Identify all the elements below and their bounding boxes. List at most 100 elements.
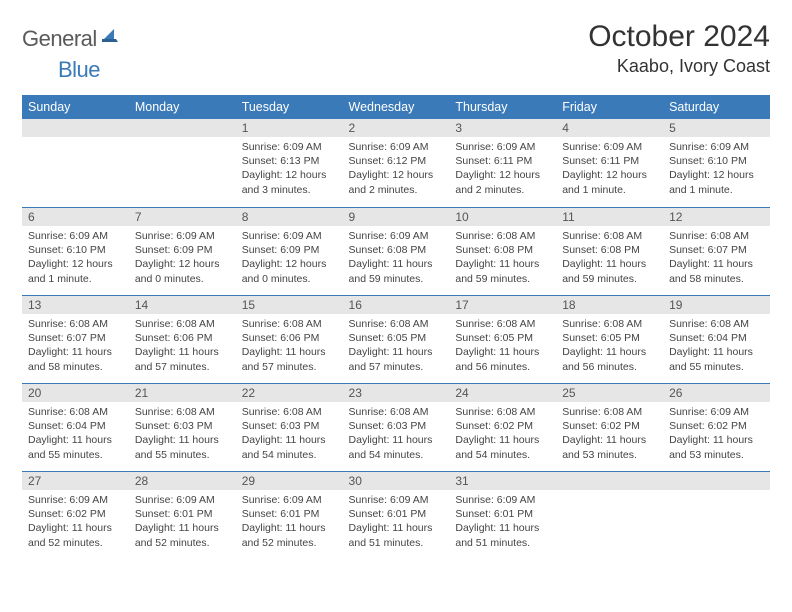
calendar-day: 9Sunrise: 6:09 AMSunset: 6:08 PMDaylight… xyxy=(343,207,450,295)
day-data: Sunrise: 6:08 AMSunset: 6:04 PMDaylight:… xyxy=(22,402,129,468)
day-data: Sunrise: 6:08 AMSunset: 6:07 PMDaylight:… xyxy=(663,226,770,292)
calendar-day: 5Sunrise: 6:09 AMSunset: 6:10 PMDaylight… xyxy=(663,119,770,207)
day-number: 24 xyxy=(449,383,556,402)
day-number: 27 xyxy=(22,471,129,490)
month-title: October 2024 xyxy=(588,20,770,54)
calendar-day: 15Sunrise: 6:08 AMSunset: 6:06 PMDayligh… xyxy=(236,295,343,383)
day-data: Sunrise: 6:09 AMSunset: 6:01 PMDaylight:… xyxy=(343,490,450,556)
calendar-body: 1Sunrise: 6:09 AMSunset: 6:13 PMDaylight… xyxy=(22,119,770,559)
day-number: 2 xyxy=(343,119,450,137)
day-number xyxy=(129,119,236,137)
day-number: 6 xyxy=(22,207,129,226)
calendar-day: 23Sunrise: 6:08 AMSunset: 6:03 PMDayligh… xyxy=(343,383,450,471)
calendar-day: 21Sunrise: 6:08 AMSunset: 6:03 PMDayligh… xyxy=(129,383,236,471)
day-header: Monday xyxy=(129,95,236,119)
calendar-day: 4Sunrise: 6:09 AMSunset: 6:11 PMDaylight… xyxy=(556,119,663,207)
day-number: 20 xyxy=(22,383,129,402)
day-data: Sunrise: 6:08 AMSunset: 6:03 PMDaylight:… xyxy=(236,402,343,468)
calendar-day: 16Sunrise: 6:08 AMSunset: 6:05 PMDayligh… xyxy=(343,295,450,383)
day-number: 3 xyxy=(449,119,556,137)
calendar-day: 31Sunrise: 6:09 AMSunset: 6:01 PMDayligh… xyxy=(449,471,556,559)
calendar-week: 1Sunrise: 6:09 AMSunset: 6:13 PMDaylight… xyxy=(22,119,770,207)
day-number xyxy=(663,471,770,490)
day-data: Sunrise: 6:09 AMSunset: 6:02 PMDaylight:… xyxy=(663,402,770,468)
calendar-day: 29Sunrise: 6:09 AMSunset: 6:01 PMDayligh… xyxy=(236,471,343,559)
day-data: Sunrise: 6:09 AMSunset: 6:08 PMDaylight:… xyxy=(343,226,450,292)
day-header: Tuesday xyxy=(236,95,343,119)
day-number: 8 xyxy=(236,207,343,226)
day-number: 11 xyxy=(556,207,663,226)
day-data: Sunrise: 6:08 AMSunset: 6:05 PMDaylight:… xyxy=(343,314,450,380)
calendar-week: 27Sunrise: 6:09 AMSunset: 6:02 PMDayligh… xyxy=(22,471,770,559)
day-number: 25 xyxy=(556,383,663,402)
day-data: Sunrise: 6:08 AMSunset: 6:02 PMDaylight:… xyxy=(449,402,556,468)
day-data: Sunrise: 6:09 AMSunset: 6:13 PMDaylight:… xyxy=(236,137,343,203)
calendar-day: 3Sunrise: 6:09 AMSunset: 6:11 PMDaylight… xyxy=(449,119,556,207)
calendar-table: SundayMondayTuesdayWednesdayThursdayFrid… xyxy=(22,95,770,559)
day-number: 28 xyxy=(129,471,236,490)
day-data: Sunrise: 6:09 AMSunset: 6:09 PMDaylight:… xyxy=(236,226,343,292)
calendar-day: 8Sunrise: 6:09 AMSunset: 6:09 PMDaylight… xyxy=(236,207,343,295)
day-data: Sunrise: 6:09 AMSunset: 6:12 PMDaylight:… xyxy=(343,137,450,203)
calendar-day: 2Sunrise: 6:09 AMSunset: 6:12 PMDaylight… xyxy=(343,119,450,207)
day-number: 21 xyxy=(129,383,236,402)
calendar-day: 30Sunrise: 6:09 AMSunset: 6:01 PMDayligh… xyxy=(343,471,450,559)
calendar-week: 6Sunrise: 6:09 AMSunset: 6:10 PMDaylight… xyxy=(22,207,770,295)
day-number: 22 xyxy=(236,383,343,402)
day-data: Sunrise: 6:08 AMSunset: 6:08 PMDaylight:… xyxy=(556,226,663,292)
calendar-day: 19Sunrise: 6:08 AMSunset: 6:04 PMDayligh… xyxy=(663,295,770,383)
calendar-day-empty xyxy=(22,119,129,207)
day-data: Sunrise: 6:08 AMSunset: 6:03 PMDaylight:… xyxy=(129,402,236,468)
calendar-day: 18Sunrise: 6:08 AMSunset: 6:05 PMDayligh… xyxy=(556,295,663,383)
day-data: Sunrise: 6:08 AMSunset: 6:06 PMDaylight:… xyxy=(129,314,236,380)
calendar-day: 6Sunrise: 6:09 AMSunset: 6:10 PMDaylight… xyxy=(22,207,129,295)
logo: General xyxy=(22,26,122,52)
day-header: Friday xyxy=(556,95,663,119)
day-number xyxy=(556,471,663,490)
day-data: Sunrise: 6:08 AMSunset: 6:03 PMDaylight:… xyxy=(343,402,450,468)
calendar-day: 17Sunrise: 6:08 AMSunset: 6:05 PMDayligh… xyxy=(449,295,556,383)
calendar-day: 10Sunrise: 6:08 AMSunset: 6:08 PMDayligh… xyxy=(449,207,556,295)
day-data: Sunrise: 6:09 AMSunset: 6:01 PMDaylight:… xyxy=(449,490,556,556)
day-data: Sunrise: 6:08 AMSunset: 6:06 PMDaylight:… xyxy=(236,314,343,380)
day-number: 16 xyxy=(343,295,450,314)
sail-icon xyxy=(100,27,120,48)
logo-text-blue: Blue xyxy=(58,57,100,82)
day-data: Sunrise: 6:09 AMSunset: 6:11 PMDaylight:… xyxy=(556,137,663,203)
day-data: Sunrise: 6:09 AMSunset: 6:02 PMDaylight:… xyxy=(22,490,129,556)
calendar-day: 24Sunrise: 6:08 AMSunset: 6:02 PMDayligh… xyxy=(449,383,556,471)
day-header: Wednesday xyxy=(343,95,450,119)
day-data: Sunrise: 6:08 AMSunset: 6:04 PMDaylight:… xyxy=(663,314,770,380)
day-data: Sunrise: 6:08 AMSunset: 6:07 PMDaylight:… xyxy=(22,314,129,380)
calendar-week: 13Sunrise: 6:08 AMSunset: 6:07 PMDayligh… xyxy=(22,295,770,383)
day-number: 7 xyxy=(129,207,236,226)
day-data: Sunrise: 6:08 AMSunset: 6:05 PMDaylight:… xyxy=(556,314,663,380)
day-number: 23 xyxy=(343,383,450,402)
day-data: Sunrise: 6:09 AMSunset: 6:10 PMDaylight:… xyxy=(22,226,129,292)
day-header: Saturday xyxy=(663,95,770,119)
day-number xyxy=(22,119,129,137)
calendar-day: 22Sunrise: 6:08 AMSunset: 6:03 PMDayligh… xyxy=(236,383,343,471)
logo-text-gray: General xyxy=(22,26,97,52)
day-data: Sunrise: 6:08 AMSunset: 6:02 PMDaylight:… xyxy=(556,402,663,468)
calendar-day: 27Sunrise: 6:09 AMSunset: 6:02 PMDayligh… xyxy=(22,471,129,559)
day-number: 19 xyxy=(663,295,770,314)
day-number: 31 xyxy=(449,471,556,490)
day-data: Sunrise: 6:09 AMSunset: 6:10 PMDaylight:… xyxy=(663,137,770,203)
calendar-day: 14Sunrise: 6:08 AMSunset: 6:06 PMDayligh… xyxy=(129,295,236,383)
calendar-day: 11Sunrise: 6:08 AMSunset: 6:08 PMDayligh… xyxy=(556,207,663,295)
calendar-day: 25Sunrise: 6:08 AMSunset: 6:02 PMDayligh… xyxy=(556,383,663,471)
day-number: 17 xyxy=(449,295,556,314)
day-data: Sunrise: 6:09 AMSunset: 6:09 PMDaylight:… xyxy=(129,226,236,292)
day-number: 9 xyxy=(343,207,450,226)
day-data: Sunrise: 6:09 AMSunset: 6:01 PMDaylight:… xyxy=(129,490,236,556)
day-number: 4 xyxy=(556,119,663,137)
calendar-day: 20Sunrise: 6:08 AMSunset: 6:04 PMDayligh… xyxy=(22,383,129,471)
calendar-day: 1Sunrise: 6:09 AMSunset: 6:13 PMDaylight… xyxy=(236,119,343,207)
calendar-day: 26Sunrise: 6:09 AMSunset: 6:02 PMDayligh… xyxy=(663,383,770,471)
day-number: 10 xyxy=(449,207,556,226)
day-number: 5 xyxy=(663,119,770,137)
day-number: 29 xyxy=(236,471,343,490)
calendar-day: 12Sunrise: 6:08 AMSunset: 6:07 PMDayligh… xyxy=(663,207,770,295)
day-data: Sunrise: 6:09 AMSunset: 6:01 PMDaylight:… xyxy=(236,490,343,556)
